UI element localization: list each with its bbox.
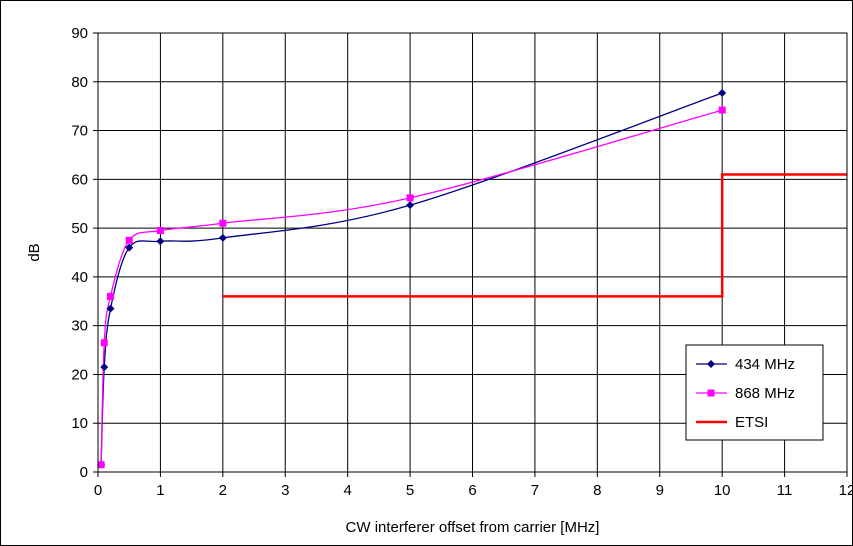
- y-tick-label: 0: [80, 464, 88, 481]
- x-tick-label: 12: [839, 482, 852, 499]
- series-markers: [97, 88, 727, 469]
- data-point-868-mhz: [718, 106, 726, 114]
- legend: 434 MHz 868 MHz ETSI: [685, 344, 824, 441]
- data-point-868-mhz: [106, 292, 114, 300]
- series-lines: [100, 92, 723, 465]
- y-axis-title: dB: [26, 243, 43, 261]
- data-point-868-mhz: [125, 236, 133, 244]
- data-point-868-mhz: [156, 227, 164, 235]
- x-tick-label: 11: [777, 482, 793, 499]
- x-tick-label: 1: [156, 482, 164, 499]
- plot-area-border: [97, 32, 848, 473]
- series-line-868-mhz: [100, 109, 723, 465]
- data-point-434-mhz: [106, 304, 115, 313]
- y-tick-label: 10: [71, 415, 88, 432]
- data-point-434-mhz: [406, 201, 415, 210]
- data-point-868-mhz: [100, 339, 108, 347]
- x-tick-label: 10: [714, 482, 731, 499]
- x-tick-label: 2: [219, 482, 227, 499]
- y-tick-label: 90: [71, 25, 88, 42]
- x-tick-label: 3: [281, 482, 289, 499]
- y-tick-label: 70: [71, 123, 88, 140]
- y-tick-label: 50: [71, 220, 88, 237]
- legend-label-434-mhz: 434 MHz: [735, 356, 795, 373]
- data-point-434-mhz: [718, 88, 727, 97]
- series-line-etsi: [222, 173, 847, 298]
- x-tick-label: 5: [406, 482, 414, 499]
- legend-marker-868-mhz: [707, 389, 715, 397]
- y-tick-label: 60: [71, 171, 88, 188]
- y-tick-label: 40: [71, 269, 88, 286]
- data-point-434-mhz: [100, 363, 109, 372]
- y-tick-label: 80: [71, 74, 88, 91]
- data-point-434-mhz: [218, 233, 227, 242]
- legend-marker-434-mhz: [707, 360, 715, 368]
- data-point-434-mhz: [125, 243, 134, 252]
- y-tick-label: 30: [71, 318, 88, 335]
- data-point-868-mhz: [406, 194, 414, 202]
- x-axis-title: CW interferer offset from carrier [MHz]: [346, 519, 600, 536]
- legend-label-etsi: ETSI: [735, 414, 768, 431]
- data-point-868-mhz: [219, 219, 227, 227]
- x-tick-label: 7: [531, 482, 539, 499]
- x-tick-label: 9: [656, 482, 664, 499]
- x-tick-label: 6: [468, 482, 476, 499]
- etsi-layer: [222, 173, 847, 298]
- y-tick-label: 20: [71, 366, 88, 383]
- x-tick-label: 8: [593, 482, 601, 499]
- x-tick-label: 4: [343, 482, 351, 499]
- data-point-434-mhz: [156, 237, 165, 246]
- legend-label-868-mhz: 868 MHz: [735, 385, 795, 402]
- data-point-868-mhz: [97, 461, 105, 469]
- series-line-434-mhz: [100, 92, 723, 465]
- x-tick-label: 0: [94, 482, 102, 499]
